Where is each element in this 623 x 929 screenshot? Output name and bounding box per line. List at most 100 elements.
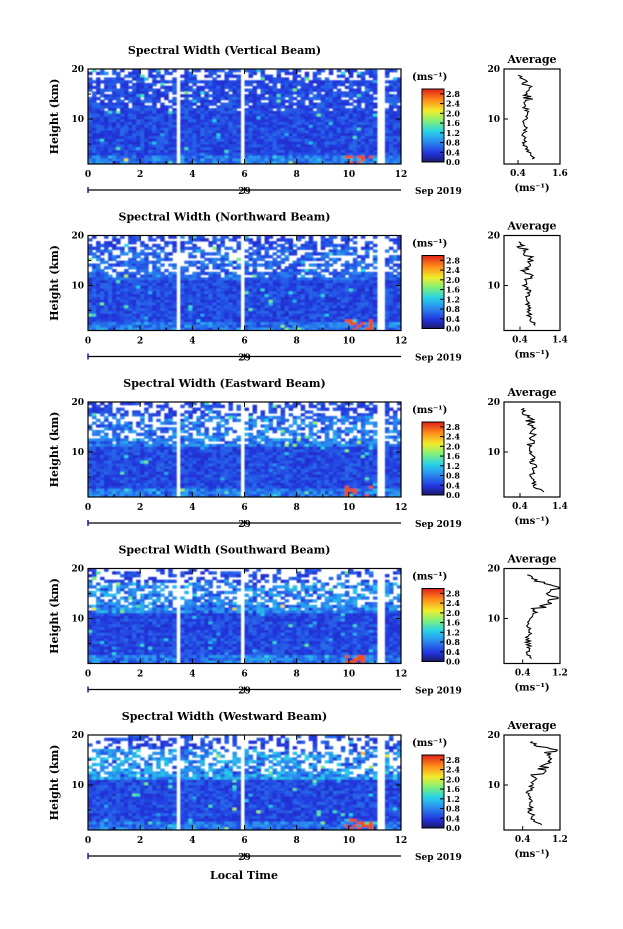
heatmap-cell [272,429,278,434]
heatmap-cell [396,105,402,109]
heatmap-cell [244,119,250,123]
heatmap-cell [320,313,326,318]
heatmap-cell [304,327,310,331]
heatmap-cell [164,313,169,318]
heatmap-cell [220,302,225,306]
heatmap-cell [392,124,398,129]
heatmap-cell [160,294,165,298]
heatmap-cell [260,316,266,320]
heatmap-cell [204,418,209,423]
heatmap-cell [276,141,282,145]
heatmap-cell [316,147,322,151]
heatmap-cell [352,285,358,290]
heatmap-cell [156,246,161,250]
heatmap-cell [268,243,274,248]
heatmap-cell [124,116,129,120]
heatmap-cell [268,418,274,423]
heatmap-cell [340,147,346,151]
heatmap-cell [328,327,334,331]
heatmap-cell [128,302,133,306]
heatmap-cell [208,119,213,123]
heatmap-cell [284,141,290,145]
heatmap-cell [224,110,229,115]
heatmap-cell [264,235,270,239]
heatmap-cell [296,147,302,151]
heatmap-cell [208,285,213,290]
heatmap-cell [372,152,378,157]
heatmap-cell [180,105,185,109]
heatmap-cell [272,99,278,104]
heatmap-cell [256,116,262,120]
heatmap-cell [108,152,113,157]
heatmap-cell [200,124,205,129]
heatmap-cell [108,427,113,431]
heatmap-cell [236,119,241,123]
heatmap-cell [236,161,241,165]
heatmap-cell [192,77,197,81]
heatmap-cell [388,415,394,420]
heatmap-cell [292,69,298,73]
heatmap-cell [392,285,398,290]
heatmap-cell [168,252,173,256]
heatmap-cell [372,271,378,276]
heatmap-cell [188,415,193,420]
heatmap-cell [208,130,213,134]
heatmap-cell [156,435,161,439]
heatmap-cell [196,288,201,292]
heatmap-cell [196,294,201,298]
heatmap-cell [336,119,342,123]
heatmap-cell [112,243,117,248]
heatmap-cell [120,322,125,326]
heatmap-cell [164,255,169,259]
heatmap-cell [360,327,366,331]
heatmap-cell [320,110,326,115]
heatmap-cell [328,133,334,137]
heatmap-cell [116,305,121,309]
heatmap-cell [216,155,221,159]
heatmap-cell [204,288,209,292]
heatmap-cell [184,418,189,423]
heatmap-cell [148,69,153,73]
heatmap-cell [396,316,402,320]
heatmap-cell [200,155,205,159]
heatmap-cell [208,122,213,126]
heatmap-cell [196,138,201,143]
heatmap-cell [248,105,254,109]
heatmap-cell [100,150,105,154]
heatmap-cell [268,415,274,420]
heatmap-cell [144,82,149,87]
heatmap-cell [340,252,346,256]
heatmap-cell [356,74,362,78]
heatmap-cell [188,324,193,329]
y-axis-label: Height (km) [48,79,61,155]
heatmap-cell [224,252,229,256]
heatmap-cell [120,108,125,112]
heatmap-cell [168,133,173,137]
heatmap-cell [144,410,149,414]
heatmap-cell [388,127,394,131]
heatmap-cell [204,69,209,73]
heatmap-cell [196,305,201,309]
heatmap-cell [148,313,153,318]
heatmap-cell [160,246,165,250]
heatmap-cell [132,91,137,95]
heatmap-cell [180,241,185,245]
heatmap-cell [100,158,105,162]
heatmap-cell [348,296,354,301]
heatmap-cell [224,277,229,281]
heatmap-cell [316,291,322,295]
heatmap-cell [132,105,137,109]
heatmap-cell [388,130,394,134]
heatmap-cell [136,147,141,151]
heatmap-cell [292,80,298,84]
heatmap-cell [268,235,274,239]
heatmap-cell [132,299,137,304]
heatmap-cell [384,404,390,409]
heatmap-cell [308,269,314,273]
heatmap-cell [312,138,318,143]
heatmap-cell [104,150,109,154]
heatmap-cell [172,152,177,157]
average-frame [503,234,561,332]
heatmap-cell [224,130,229,134]
heatmap-cell [136,108,141,112]
